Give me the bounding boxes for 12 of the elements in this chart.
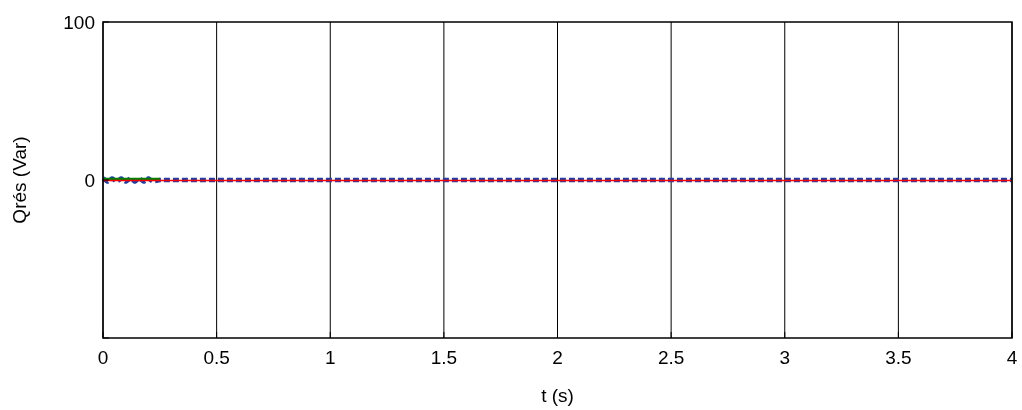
x-tick-label: 3 [779, 347, 791, 368]
x-tick-label: 2.5 [657, 347, 685, 368]
x-axis-title: t (s) [541, 385, 574, 406]
x-tick-label: 3.5 [885, 347, 912, 368]
x-tick-label: 0.5 [203, 347, 230, 368]
y-axis-title: Qrés (Var) [9, 136, 30, 224]
x-tick-label: 4 [1006, 347, 1018, 368]
x-tick-label: 2 [552, 347, 563, 368]
x-tick-label: 0 [97, 347, 109, 368]
y-tick-label: 100 [63, 12, 95, 33]
x-tick-label: 1 [324, 347, 336, 368]
x-tick-label: 1.5 [430, 347, 458, 368]
